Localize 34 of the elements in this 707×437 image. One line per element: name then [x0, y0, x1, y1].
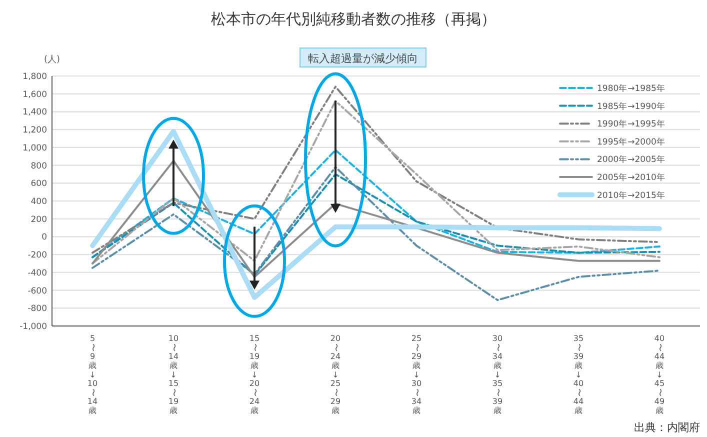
y-tick-label: -400: [28, 268, 47, 278]
category-label: 30〜34歳→35〜39歳: [492, 334, 503, 415]
legend-label: 1980年→1985年: [597, 83, 666, 94]
y-tick-label: 0: [42, 232, 47, 243]
y-tick-label: -1,000: [20, 322, 47, 332]
legend-label: 1990年→1995年: [597, 118, 666, 130]
source-note: 出典：内閣府: [634, 421, 700, 434]
legend-label: 1985年→1990年: [597, 100, 666, 112]
y-axis-title: (人): [44, 54, 60, 65]
y-tick-label: -200: [28, 250, 47, 261]
text: 転入超過量が減少傾向: [308, 52, 418, 65]
category-label: 15〜19歳→20〜24歳: [249, 334, 260, 415]
legend-label: 2000年→2005年: [597, 154, 666, 166]
category-label: 25〜29歳→30〜34歳: [411, 334, 422, 415]
y-tick-label: 1,000: [22, 143, 47, 154]
category-label: 35〜39歳→40〜44歳: [573, 334, 584, 415]
category-label: 20〜24歳→25〜29歳: [330, 334, 341, 415]
y-tick-label: -600: [28, 286, 47, 296]
legend-label: 2010年→2015年: [597, 190, 666, 201]
y-tick-label: 200: [30, 214, 47, 225]
chart-title: 松本市の年代別純移動者数の推移（再掲）: [211, 10, 496, 28]
y-tick-label: 400: [30, 197, 47, 207]
y-tick-label: 1,400: [22, 108, 47, 118]
y-tick-label: 1,600: [22, 90, 47, 100]
y-tick-label: 1,200: [22, 126, 47, 136]
legend-label: 1995年→2000年: [597, 136, 666, 148]
y-tick-label: 800: [30, 161, 47, 172]
category-label: 40〜44歳→45〜49歳: [654, 334, 665, 415]
y-tick-label: 1,800: [22, 72, 47, 82]
y-tick-label: 600: [30, 179, 47, 190]
y-tick-label: -800: [28, 304, 47, 314]
category-label: 5〜9歳→10〜14歳: [87, 334, 98, 415]
category-label: 10〜14歳→15〜19歳: [168, 334, 179, 415]
legend-label: 2005年→2010年: [597, 172, 666, 183]
